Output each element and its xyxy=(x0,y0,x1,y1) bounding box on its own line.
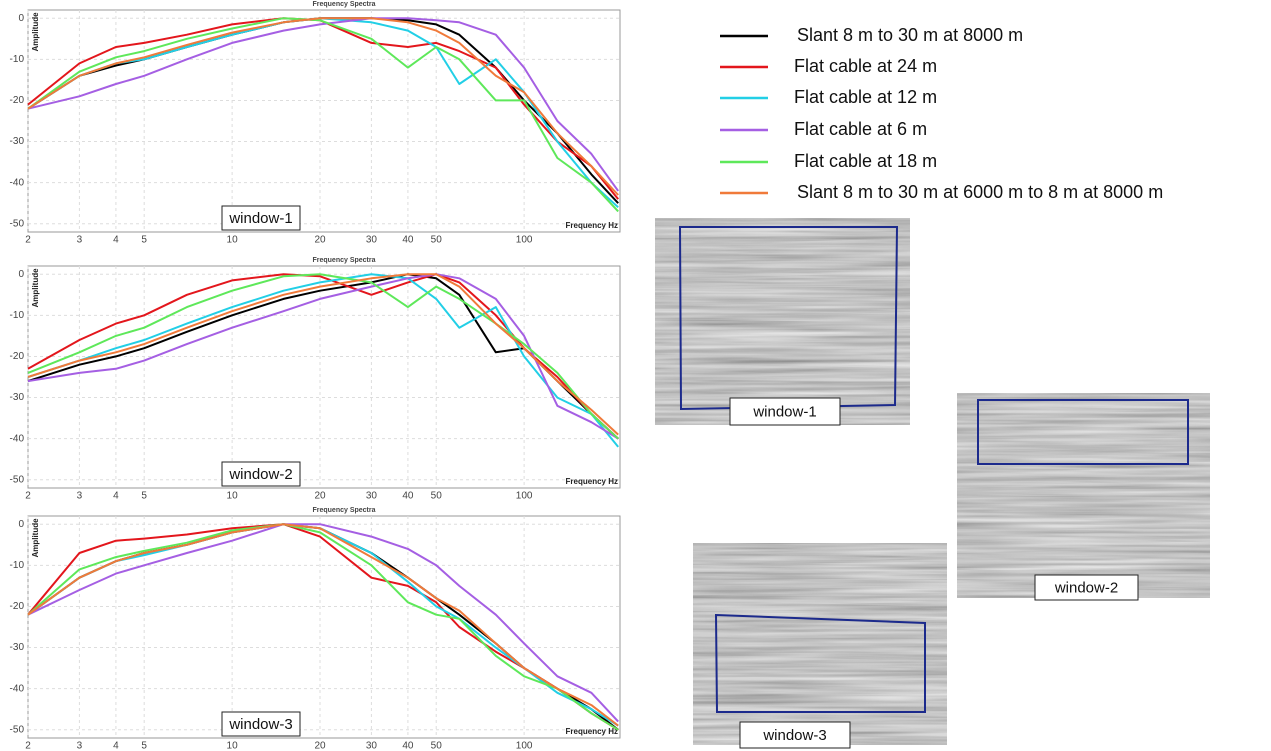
x-tick-label: 4 xyxy=(113,491,119,502)
legend-label: Flat cable at 12 m xyxy=(794,87,937,107)
x-tick-label: 40 xyxy=(402,491,414,502)
x-tick-label: 50 xyxy=(431,491,443,502)
page: {"chart_data":[ {"type":"line","title":"… xyxy=(0,0,1271,751)
x-tick-label: 30 xyxy=(366,235,378,246)
x-tick-label: 20 xyxy=(314,235,326,246)
y-tick-label: -20 xyxy=(10,95,25,106)
x-tick-label: 10 xyxy=(227,491,239,502)
x-tick-label: 30 xyxy=(366,741,378,751)
x-axis-label: Frequency Hz xyxy=(566,221,618,230)
legend-label: Slant 8 m to 30 m at 8000 m xyxy=(797,25,1023,45)
seismic-texture xyxy=(655,218,910,425)
annotation: window-2 xyxy=(228,466,292,483)
legend-label: Flat cable at 18 m xyxy=(794,151,937,171)
x-tick-label: 10 xyxy=(227,235,239,246)
plot-area xyxy=(28,10,620,232)
x-tick-label: 5 xyxy=(141,741,147,751)
x-tick-label: 4 xyxy=(113,741,119,751)
x-tick-label: 3 xyxy=(77,235,83,246)
y-tick-label: -20 xyxy=(10,601,25,612)
x-tick-label: 2 xyxy=(25,235,31,246)
y-axis-label: Amplitude xyxy=(31,268,40,308)
y-tick-label: -40 xyxy=(10,683,25,694)
y-tick-label: -40 xyxy=(10,177,25,188)
y-tick-label: 0 xyxy=(18,13,24,24)
y-tick-label: -30 xyxy=(10,642,25,653)
x-tick-label: 10 xyxy=(227,741,239,751)
x-tick-label: 3 xyxy=(77,491,83,502)
annotation: window-2 xyxy=(1054,579,1118,596)
y-tick-label: -10 xyxy=(10,310,25,321)
x-tick-label: 100 xyxy=(516,235,533,246)
seismic-image-1 xyxy=(655,218,910,425)
x-tick-label: 30 xyxy=(366,491,378,502)
x-tick-label: 2 xyxy=(25,741,31,751)
legend-label: Flat cable at 6 m xyxy=(794,119,927,139)
x-tick-label: 100 xyxy=(516,491,533,502)
plot-area xyxy=(28,516,620,738)
annotation: window-1 xyxy=(228,210,292,227)
seismic-texture xyxy=(693,543,947,745)
x-tick-label: 4 xyxy=(113,235,119,246)
chart-title: Frequency Spectra xyxy=(312,257,375,264)
y-tick-label: 0 xyxy=(18,519,24,530)
y-tick-label: -50 xyxy=(10,724,25,735)
plot-area xyxy=(28,266,620,488)
annotation: window-1 xyxy=(752,403,816,420)
seismic-image-3 xyxy=(693,543,947,745)
y-tick-label: -20 xyxy=(10,351,25,362)
y-tick-label: -30 xyxy=(10,136,25,147)
x-tick-label: 20 xyxy=(314,741,326,751)
y-axis-label: Amplitude xyxy=(31,518,40,558)
legend-label: Flat cable at 24 m xyxy=(794,56,937,76)
x-tick-label: 40 xyxy=(402,235,414,246)
y-axis-label: Amplitude xyxy=(31,12,40,52)
x-tick-label: 20 xyxy=(314,491,326,502)
x-tick-label: 50 xyxy=(431,235,443,246)
x-tick-label: 40 xyxy=(402,741,414,751)
y-tick-label: -40 xyxy=(10,433,25,444)
seismic-image-2 xyxy=(957,393,1210,598)
y-tick-label: -10 xyxy=(10,560,25,571)
x-axis-label: Frequency Hz xyxy=(566,477,618,486)
annotation: window-3 xyxy=(762,727,826,744)
x-tick-label: 5 xyxy=(141,235,147,246)
x-tick-label: 100 xyxy=(516,741,533,751)
x-tick-label: 5 xyxy=(141,491,147,502)
y-tick-label: -50 xyxy=(10,218,25,229)
seismic-texture xyxy=(957,393,1210,598)
legend-label: Slant 8 m to 30 m at 6000 m to 8 m at 80… xyxy=(797,182,1163,202)
y-tick-label: 0 xyxy=(18,269,24,280)
x-axis-label: Frequency Hz xyxy=(566,727,618,736)
y-tick-label: -10 xyxy=(10,54,25,65)
chart-title: Frequency Spectra xyxy=(312,507,375,514)
figure: 0-10-20-30-40-5023451020304050100Frequen… xyxy=(0,0,1271,751)
y-tick-label: -50 xyxy=(10,474,25,485)
chart-title: Frequency Spectra xyxy=(312,1,375,8)
x-tick-label: 50 xyxy=(431,741,443,751)
x-tick-label: 3 xyxy=(77,741,83,751)
y-tick-label: -30 xyxy=(10,392,25,403)
annotation: window-3 xyxy=(228,716,292,733)
x-tick-label: 2 xyxy=(25,491,31,502)
